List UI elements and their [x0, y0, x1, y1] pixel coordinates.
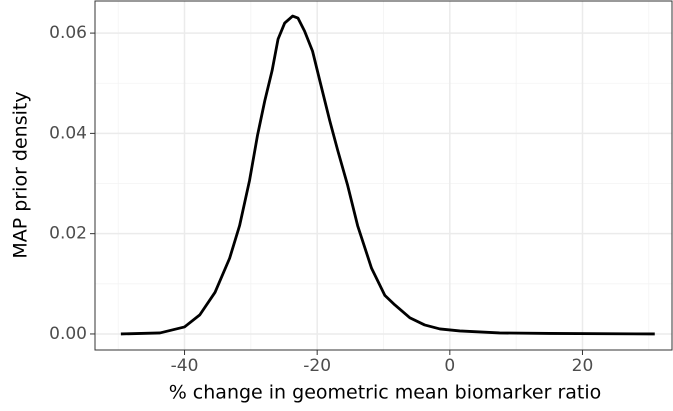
x-axis-title: % change in geometric mean biomarker rat… — [169, 382, 602, 404]
y-tick-label: 0.06 — [49, 23, 87, 43]
y-axis-title: MAP prior density — [10, 91, 32, 258]
x-tick-label: -20 — [303, 356, 331, 376]
x-tick-label: 20 — [572, 356, 594, 376]
y-tick-label: 0.00 — [49, 324, 87, 344]
panel-border — [94, 0, 673, 351]
y-tick-label: 0.02 — [49, 224, 87, 244]
x-tick-label: -40 — [171, 356, 199, 376]
x-tick-label: 0 — [444, 356, 455, 376]
y-tick-label: 0.04 — [49, 123, 87, 143]
density-line — [120, 14, 655, 336]
